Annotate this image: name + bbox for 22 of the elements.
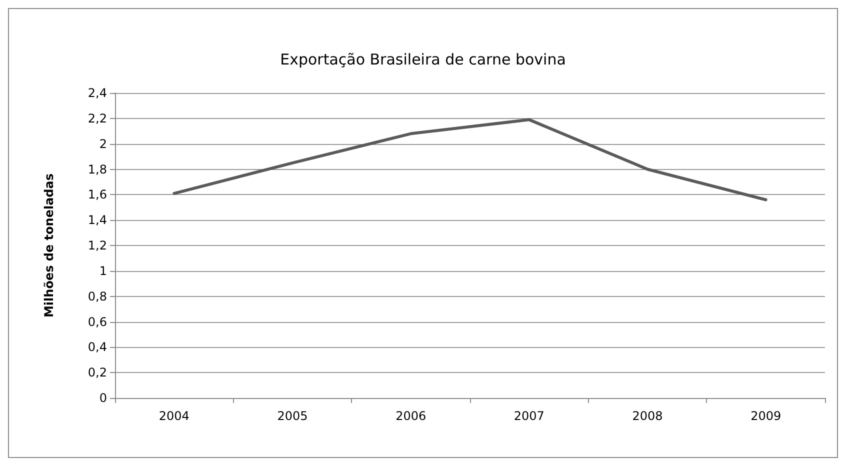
x-tick-label: 2005 xyxy=(277,409,308,423)
chart-title: Exportação Brasileira de carne bovina xyxy=(280,50,566,68)
y-tick-label: 2,2 xyxy=(88,111,107,126)
x-tick-label: 2004 xyxy=(158,409,190,423)
y-tick-label: 1,6 xyxy=(88,188,107,202)
x-tick-label: 2009 xyxy=(750,409,782,423)
x-tick-label: 2006 xyxy=(396,409,426,423)
x-tick-label: 2008 xyxy=(632,409,663,423)
y-tick-label: 1,4 xyxy=(88,213,107,228)
x-tick-label: 2007 xyxy=(514,409,544,423)
y-tick-label: 1,8 xyxy=(88,162,107,176)
y-tick-label: 1,2 xyxy=(88,238,107,252)
y-tick-label: 0 xyxy=(99,391,107,405)
y-tick-label: 1 xyxy=(99,264,107,278)
y-tick-label: 2 xyxy=(99,136,107,151)
y-axis-title: Milhões de toneladas xyxy=(42,173,56,318)
y-tick-label: 0,8 xyxy=(88,289,107,304)
y-tick-label: 0,6 xyxy=(88,314,107,329)
y-tick-label: 0,4 xyxy=(88,340,107,354)
y-tick-label: 2,4 xyxy=(88,86,107,100)
y-tick-label: 0,2 xyxy=(88,366,107,380)
line-series xyxy=(172,118,768,202)
